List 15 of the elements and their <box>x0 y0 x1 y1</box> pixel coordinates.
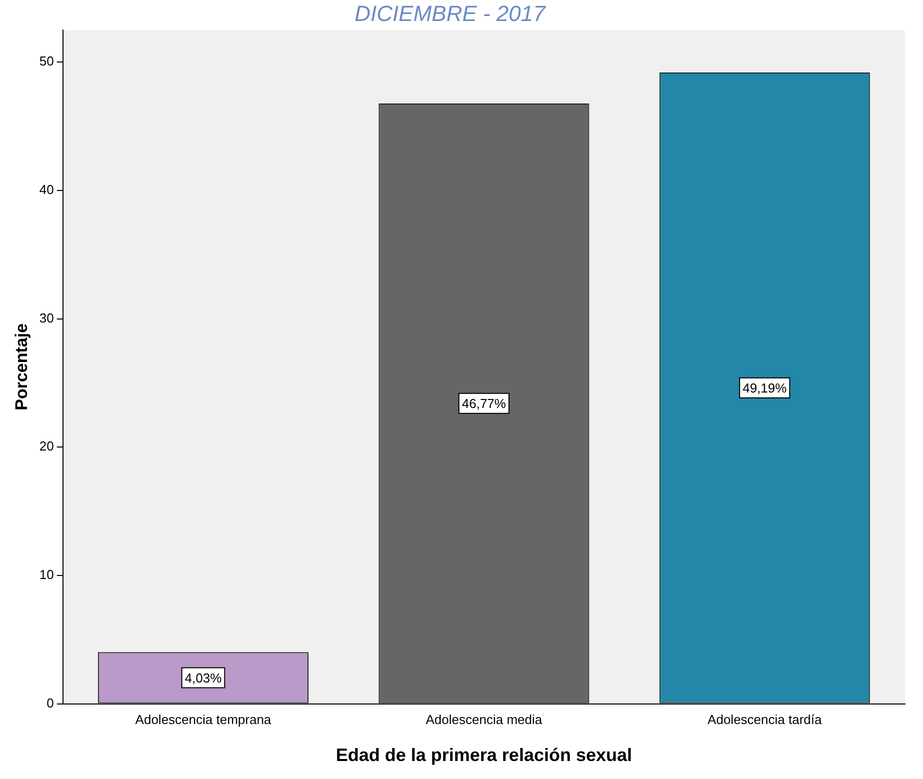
text: DICIEMBRE - 2017 <box>354 1 546 26</box>
y-axis-title: Porcentaje <box>12 323 31 410</box>
y-tick-label: 50 <box>39 54 54 69</box>
data-label: 49,19% <box>742 380 788 396</box>
data-label: 4,03% <box>184 670 222 686</box>
x-tick-label: Adolescencia tardía <box>708 712 822 728</box>
y-tick-label: 10 <box>39 567 54 582</box>
x-tick-label: Adolescencia temprana <box>135 712 272 728</box>
x-axis-title: Edad de la primera relación sexual <box>336 745 632 766</box>
data-label: 46,77% <box>462 396 506 411</box>
y-tick-label: 0 <box>46 695 54 710</box>
y-tick-label: 40 <box>39 182 54 198</box>
y-tick-label: 20 <box>39 438 54 454</box>
y-tick-label: 30 <box>39 310 54 326</box>
x-tick-label: Adolescencia media <box>426 712 543 728</box>
